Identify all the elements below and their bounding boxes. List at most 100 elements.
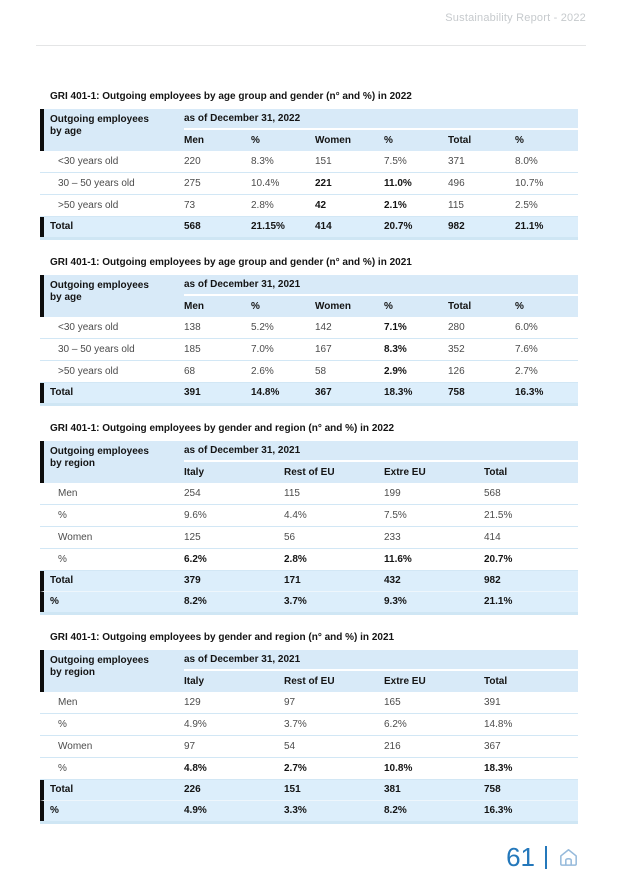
column-header: Rest of EU [284, 676, 335, 687]
total-cell: 16.3% [515, 387, 544, 398]
row-label: Men [58, 488, 78, 499]
table-cell: 8.3% [384, 344, 407, 355]
row-label: >50 years old [58, 200, 119, 211]
column-header: % [251, 135, 260, 146]
table-title: GRI 401-1: Outgoing employees by gender … [50, 423, 395, 434]
table-cell: 7.1% [384, 322, 407, 333]
total-label: Total [50, 387, 74, 398]
total-label: Total [50, 784, 74, 795]
table-cell: 138 [184, 322, 201, 333]
total-cell: 391 [184, 387, 201, 398]
total-cell: 21.15% [251, 221, 285, 232]
date-span-header: as of December 31, 2021 [184, 275, 578, 296]
date-span-header: as of December 31, 2021 [184, 441, 578, 462]
total-cell: 18.3% [384, 387, 413, 398]
row-group-header-line1: Outgoing employees [50, 280, 149, 291]
row-label: Women [58, 532, 93, 543]
table-cell: 115 [448, 200, 464, 211]
table-cell: 7.0% [251, 344, 274, 355]
table-cell: 129 [184, 697, 201, 708]
table-cell: 10.8% [384, 763, 413, 774]
row-group-header-line1: Outgoing employees [50, 655, 149, 666]
total-cell: 3.7% [284, 596, 307, 607]
table-cell: 4.4% [284, 510, 307, 521]
table-cell: 280 [448, 322, 465, 333]
table-section-age-2022: GRI 401-1: Outgoing employees by age gro… [40, 90, 578, 240]
table-cell: 20.7% [484, 554, 513, 565]
row-group-header: Outgoing employees by age [44, 109, 184, 151]
table-cell: 2.1% [384, 200, 407, 211]
column-header: Total [484, 467, 508, 478]
table-row: 30 – 50 years old 275 10.4% 221 11.0% 49… [40, 173, 578, 195]
total-cell: 432 [384, 575, 401, 586]
table-cell: 10.7% [515, 178, 544, 189]
total-cell: 758 [484, 784, 501, 795]
table-row: % 4.8% 2.7% 10.8% 18.3% [40, 758, 578, 780]
table-header: Outgoing employees by region as of Decem… [40, 441, 578, 483]
table-cell: 115 [284, 488, 300, 499]
table-row: >50 years old 73 2.8% 42 2.1% 115 2.5% [40, 195, 578, 217]
column-header: % [251, 301, 260, 312]
table-cell: 97 [184, 741, 196, 752]
total-cell: 367 [315, 387, 332, 398]
row-label: >50 years old [58, 366, 119, 377]
table-row: Women 125 56 233 414 [40, 527, 578, 549]
table-header: Outgoing employees by age as of December… [40, 109, 578, 151]
table-bottom-border [40, 403, 578, 406]
total-label: % [50, 805, 59, 816]
table-row: >50 years old 68 2.6% 58 2.9% 126 2.7% [40, 361, 578, 383]
row-group-header-line2: by age [50, 126, 82, 137]
column-header: % [384, 135, 393, 146]
total-label: Total [50, 221, 74, 232]
total-label: % [50, 596, 59, 607]
table-cell: 11.0% [384, 178, 412, 189]
table-cell: 2.6% [251, 366, 274, 377]
table-section-region-2021: GRI 401-1: Outgoing employees by gender … [40, 631, 578, 824]
table-cell: 4.8% [184, 763, 207, 774]
table-cell: 42 [315, 200, 327, 211]
column-header: Women [315, 135, 351, 146]
column-header: % [515, 301, 524, 312]
table-bottom-border [40, 821, 578, 824]
table-cell: 221 [315, 178, 332, 189]
total-cell: 982 [484, 575, 501, 586]
table-cell: 3.7% [284, 719, 307, 730]
table-cell: 352 [448, 344, 465, 355]
total-percent-row: % 8.2% 3.7% 9.3% 21.1% [40, 591, 578, 612]
data-table: Outgoing employees by region as of Decem… [40, 650, 578, 824]
table-cell: 11.6% [384, 554, 412, 565]
table-cell: 4.9% [184, 719, 207, 730]
row-group-header-line2: by region [50, 667, 96, 678]
table-cell: 5.2% [251, 322, 274, 333]
table-cell: 199 [384, 488, 401, 499]
table-cell: 568 [484, 488, 501, 499]
row-label: Men [58, 697, 78, 708]
page-number: 61 [506, 842, 535, 872]
total-cell: 20.7% [384, 221, 413, 232]
column-header: Men [184, 135, 204, 146]
total-row: Total 226 151 381 758 [40, 780, 578, 800]
total-row: Total 379 171 432 982 [40, 571, 578, 591]
row-group-header: Outgoing employees by region [44, 441, 184, 483]
table-row: Men 129 97 165 391 [40, 692, 578, 714]
table-bottom-border [40, 237, 578, 240]
home-icon[interactable] [557, 846, 580, 869]
table-title: GRI 401-1: Outgoing employees by age gro… [50, 257, 412, 268]
table-row: 30 – 50 years old 185 7.0% 167 8.3% 352 … [40, 339, 578, 361]
table-cell: 58 [315, 366, 327, 377]
column-header: Total [448, 135, 472, 146]
table-cell: 367 [484, 741, 501, 752]
table-cell: 496 [448, 178, 465, 189]
row-group-header-line2: by age [50, 292, 82, 303]
column-header: Italy [184, 676, 205, 687]
table-header: Outgoing employees by age as of December… [40, 275, 578, 317]
table-header: Outgoing employees by region as of Decem… [40, 650, 578, 692]
column-header: % [384, 301, 393, 312]
row-label: 30 – 50 years old [58, 178, 135, 189]
table-cell: 2.7% [515, 366, 538, 377]
table-cell: 9.6% [184, 510, 207, 521]
table-cell: 125 [184, 532, 201, 543]
table-cell: 216 [384, 741, 401, 752]
row-label: % [58, 510, 67, 521]
